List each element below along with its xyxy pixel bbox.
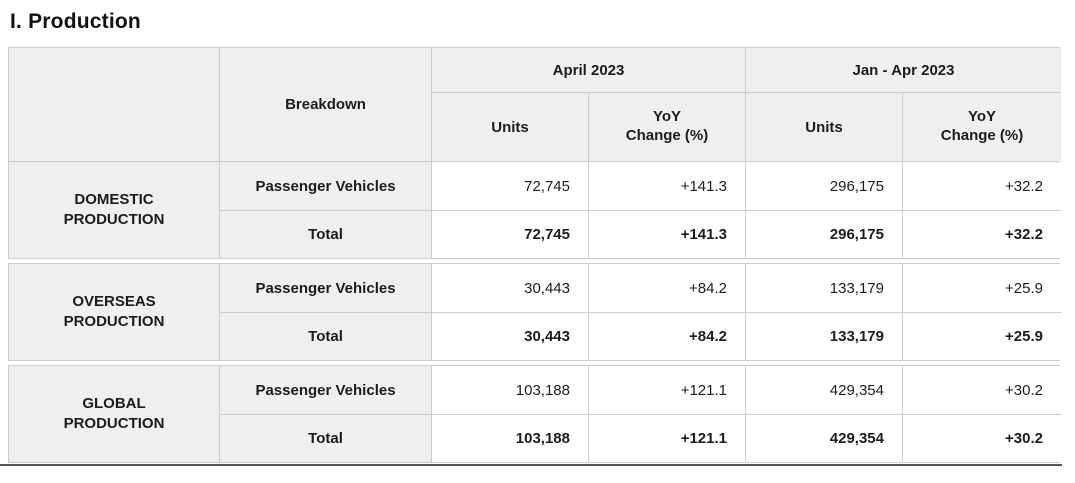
value-cell: 296,175: [745, 210, 902, 258]
section-global-production: GLOBAL PRODUCTION Passenger Vehicles 103…: [8, 365, 1061, 463]
row-label: Passenger Vehicles: [219, 264, 431, 312]
row-label: Passenger Vehicles: [219, 366, 431, 414]
section-overseas-production: OVERSEAS PRODUCTION Passenger Vehicles 3…: [8, 263, 1061, 361]
header-breakdown: Breakdown: [219, 48, 431, 161]
table-header: Breakdown April 2023 Jan - Apr 2023 Unit…: [8, 47, 1061, 162]
value-cell: 72,745: [431, 162, 588, 210]
row-label-total: Total: [219, 210, 431, 258]
page-title: I. Production: [10, 10, 141, 33]
value-cell: +84.2: [588, 264, 745, 312]
production-report-page: I. Production Breakdown April 2023 Jan -…: [0, 10, 1062, 466]
header-units-jan-apr: Units: [745, 92, 902, 161]
value-cell: 103,188: [431, 366, 588, 414]
value-cell: +32.2: [902, 210, 1061, 258]
value-cell: 429,354: [745, 414, 902, 462]
value-cell: +25.9: [902, 264, 1061, 312]
row-label-total: Total: [219, 414, 431, 462]
value-cell: +30.2: [902, 366, 1061, 414]
header-period-jan-apr: Jan - Apr 2023: [745, 48, 1061, 92]
value-cell: 72,745: [431, 210, 588, 258]
value-cell: +30.2: [902, 414, 1061, 462]
value-cell: 103,188: [431, 414, 588, 462]
value-cell: 133,179: [745, 264, 902, 312]
value-cell: 133,179: [745, 312, 902, 360]
group-label-overseas: OVERSEAS PRODUCTION: [9, 264, 219, 360]
value-cell: +141.3: [588, 210, 745, 258]
value-cell: 30,443: [431, 312, 588, 360]
value-cell: 296,175: [745, 162, 902, 210]
group-label-domestic: DOMESTIC PRODUCTION: [9, 162, 219, 258]
value-cell: +84.2: [588, 312, 745, 360]
group-label-global: GLOBAL PRODUCTION: [9, 366, 219, 462]
header-yoy-april: YoY Change (%): [588, 92, 745, 161]
value-cell: +121.1: [588, 366, 745, 414]
header-units-april: Units: [431, 92, 588, 161]
row-label: Passenger Vehicles: [219, 162, 431, 210]
value-cell: 429,354: [745, 366, 902, 414]
table-bottom-rule: [0, 464, 1062, 466]
value-cell: +25.9: [902, 312, 1061, 360]
value-cell: +121.1: [588, 414, 745, 462]
production-table: Breakdown April 2023 Jan - Apr 2023 Unit…: [0, 47, 1062, 466]
section-domestic-production: DOMESTIC PRODUCTION Passenger Vehicles 7…: [8, 161, 1061, 259]
value-cell: +32.2: [902, 162, 1061, 210]
value-cell: +141.3: [588, 162, 745, 210]
header-period-april: April 2023: [431, 48, 745, 92]
value-cell: 30,443: [431, 264, 588, 312]
row-label-total: Total: [219, 312, 431, 360]
header-yoy-jan-apr: YoY Change (%): [902, 92, 1061, 161]
corner-cell: [9, 48, 219, 161]
